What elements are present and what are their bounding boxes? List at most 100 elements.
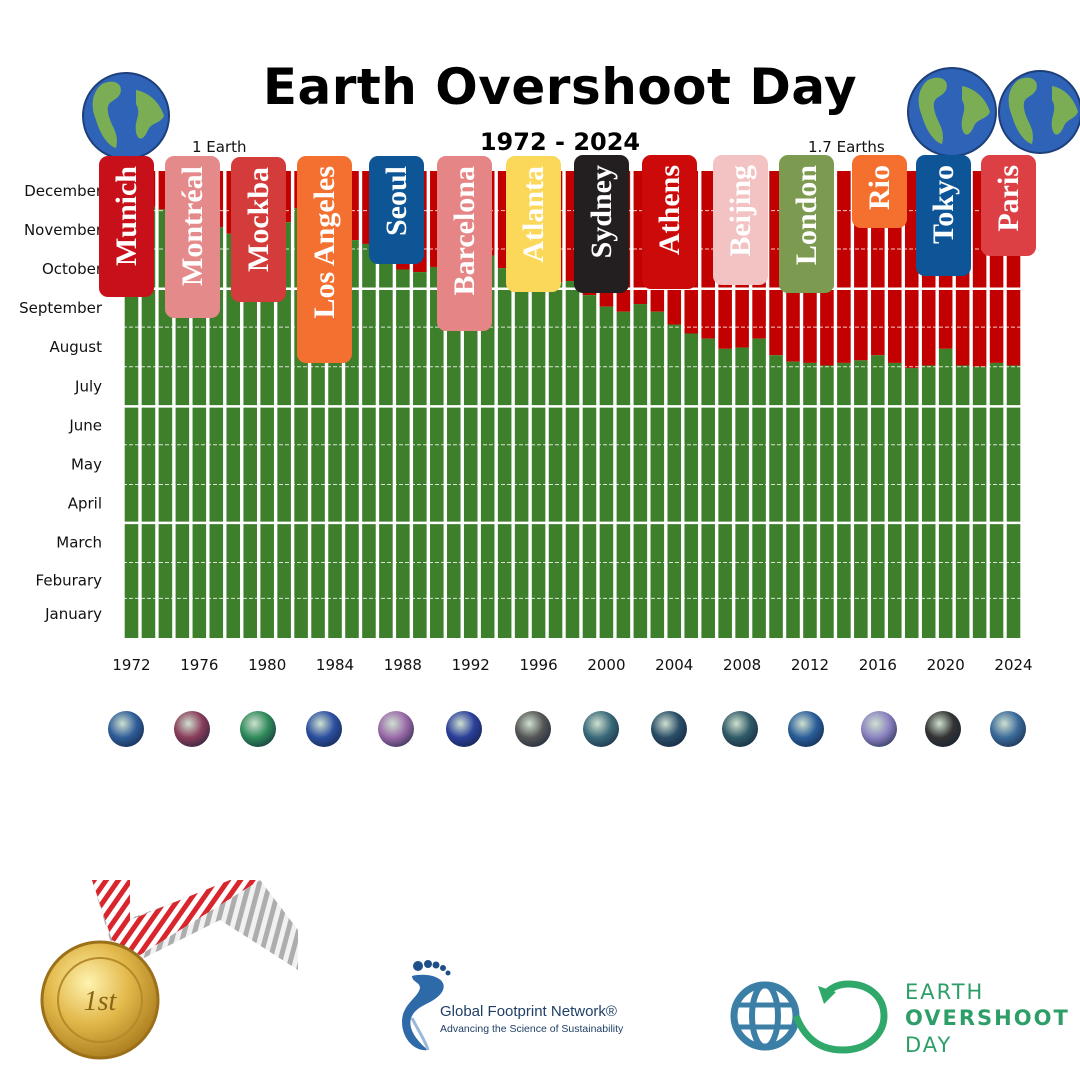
city-globe-icon [651,711,687,747]
city-globe-icon [788,711,824,747]
city-name: Beijing [723,165,757,257]
city-globe-icon [925,711,961,747]
biocapacity-bar-2008 [735,347,749,638]
biocapacity-bar-1976 [192,222,207,638]
biocapacity-bar-1999 [582,295,597,638]
biocapacity-bar-1996 [531,284,546,638]
biocapacity-bar-2000 [599,306,614,638]
biocapacity-bar-1994 [497,268,512,638]
one-earth-label: 1 Earth [192,138,247,156]
earths-needed-label: 1.7 Earths [808,138,885,156]
biocapacity-bar-2010 [769,355,783,638]
city-name: Seoul [379,166,413,237]
city-tag: Rio [852,155,907,228]
eod-logo-line3: DAY [905,1033,953,1057]
biocapacity-bar-2007 [718,348,732,638]
x-tick-label: 2024 [994,656,1032,674]
city-tag: Barcelona [437,156,492,331]
medal-label: 1st [84,986,118,1017]
y-axis-labels: January Feburary March April May June July Augu… [19,182,103,623]
biocapacity-bar-1987 [379,250,393,638]
biocapacity-bar-2024 [1006,365,1021,638]
biocapacity-bar-1995 [514,278,529,638]
x-tick-label: 1984 [316,656,354,674]
biocapacity-bar-1977 [209,227,224,638]
city-globe-icon [583,711,619,747]
biocapacity-bar-2020 [938,348,953,638]
overshoot-bar-2006 [701,171,715,339]
city-globe-icon [861,711,897,747]
eod-logo-line2: OVERSHOOT [905,1006,1070,1030]
gfn-logo-name: Global Footprint Network® [440,1003,617,1020]
biocapacity-bar-1981 [277,222,291,638]
y-tick-label: October [42,260,103,278]
x-tick-label: 2008 [723,656,761,674]
biocapacity-bar-1973 [141,206,156,639]
x-tick-label: 1972 [112,656,150,674]
biocapacity-bar-2019 [921,365,936,638]
biocapacity-bar-1988 [396,269,410,638]
city-tag: Paris [981,155,1036,256]
city-name: Barcelona [447,166,481,296]
biocapacity-bar-2021 [955,365,970,638]
x-tick-label: 1988 [384,656,422,674]
city-tag: London [779,155,834,293]
city-globe-icon [446,711,482,747]
y-tick-label: July [74,378,102,396]
biocapacity-bar-1978 [226,233,241,638]
biocapacity-bar-1997 [548,282,563,638]
biocapacity-bar-1993 [480,255,495,638]
city-name: Atlanta [516,166,550,263]
biocapacity-bar-2013 [820,365,834,638]
city-name: Sydney [584,165,618,259]
city-name: Los Angeles [307,166,341,319]
biocapacity-bar-2012 [803,362,817,638]
earth-globe-partial-icon [998,70,1080,154]
x-tick-label: 2000 [587,656,625,674]
y-tick-label: August [50,338,103,356]
city-globe-icon [240,711,276,747]
city-name: Rio [862,165,896,210]
earth-globe-icon [907,67,997,157]
city-globe-icon [515,711,551,747]
city-tag: Seoul [369,156,424,264]
y-tick-label: September [19,299,103,317]
x-tick-label: 2012 [791,656,829,674]
biocapacity-bar-1989 [413,272,427,638]
city-tag: Sydney [574,155,629,293]
city-name: London [789,165,823,266]
x-tick-label: 2020 [927,656,965,674]
city-name: Athens [652,165,686,256]
biocapacity-bar-2017 [888,362,902,638]
city-tag: Montréal [165,156,220,318]
city-name: Montréal [175,166,209,286]
chart-title: Earth Overshoot Day [262,58,858,116]
y-tick-label: March [56,534,102,552]
city-name: Paris [991,165,1025,232]
biocapacity-bar-1980 [260,228,274,638]
city-tag: Munich [99,156,154,297]
chart-subtitle: 1972 - 2024 [479,128,641,156]
biocapacity-bar-2001 [616,311,631,638]
biocapacity-bar-2022 [972,366,987,638]
biocapacity-bar-1990 [430,266,444,638]
gold-medal-icon: 1st [40,880,298,1060]
biocapacity-bar-2016 [871,355,885,638]
gfn-logo-tagline: Advancing the Science of Sustainability [440,1023,624,1035]
city-globe-icon [378,711,414,747]
city-globe-icon [990,711,1026,747]
x-tick-label: 1976 [180,656,218,674]
y-tick-label: June [68,417,102,435]
biocapacity-bar-2023 [989,362,1004,638]
eod-logo-icon [730,980,888,1054]
city-tag: Atlanta [506,156,561,292]
x-tick-label: 2016 [859,656,897,674]
biocapacity-bar-1998 [565,281,580,638]
city-name: Tokyo [926,165,960,244]
biocapacity-bar-1979 [243,249,257,638]
biocapacity-bar-2004 [667,324,682,638]
footprint-logo-icon [402,960,451,1051]
biocapacity-bar-2014 [837,362,851,638]
city-globe-icon [722,711,758,747]
overshoot-bar-chart: January Feburary March April May June July Augu… [19,171,1033,674]
